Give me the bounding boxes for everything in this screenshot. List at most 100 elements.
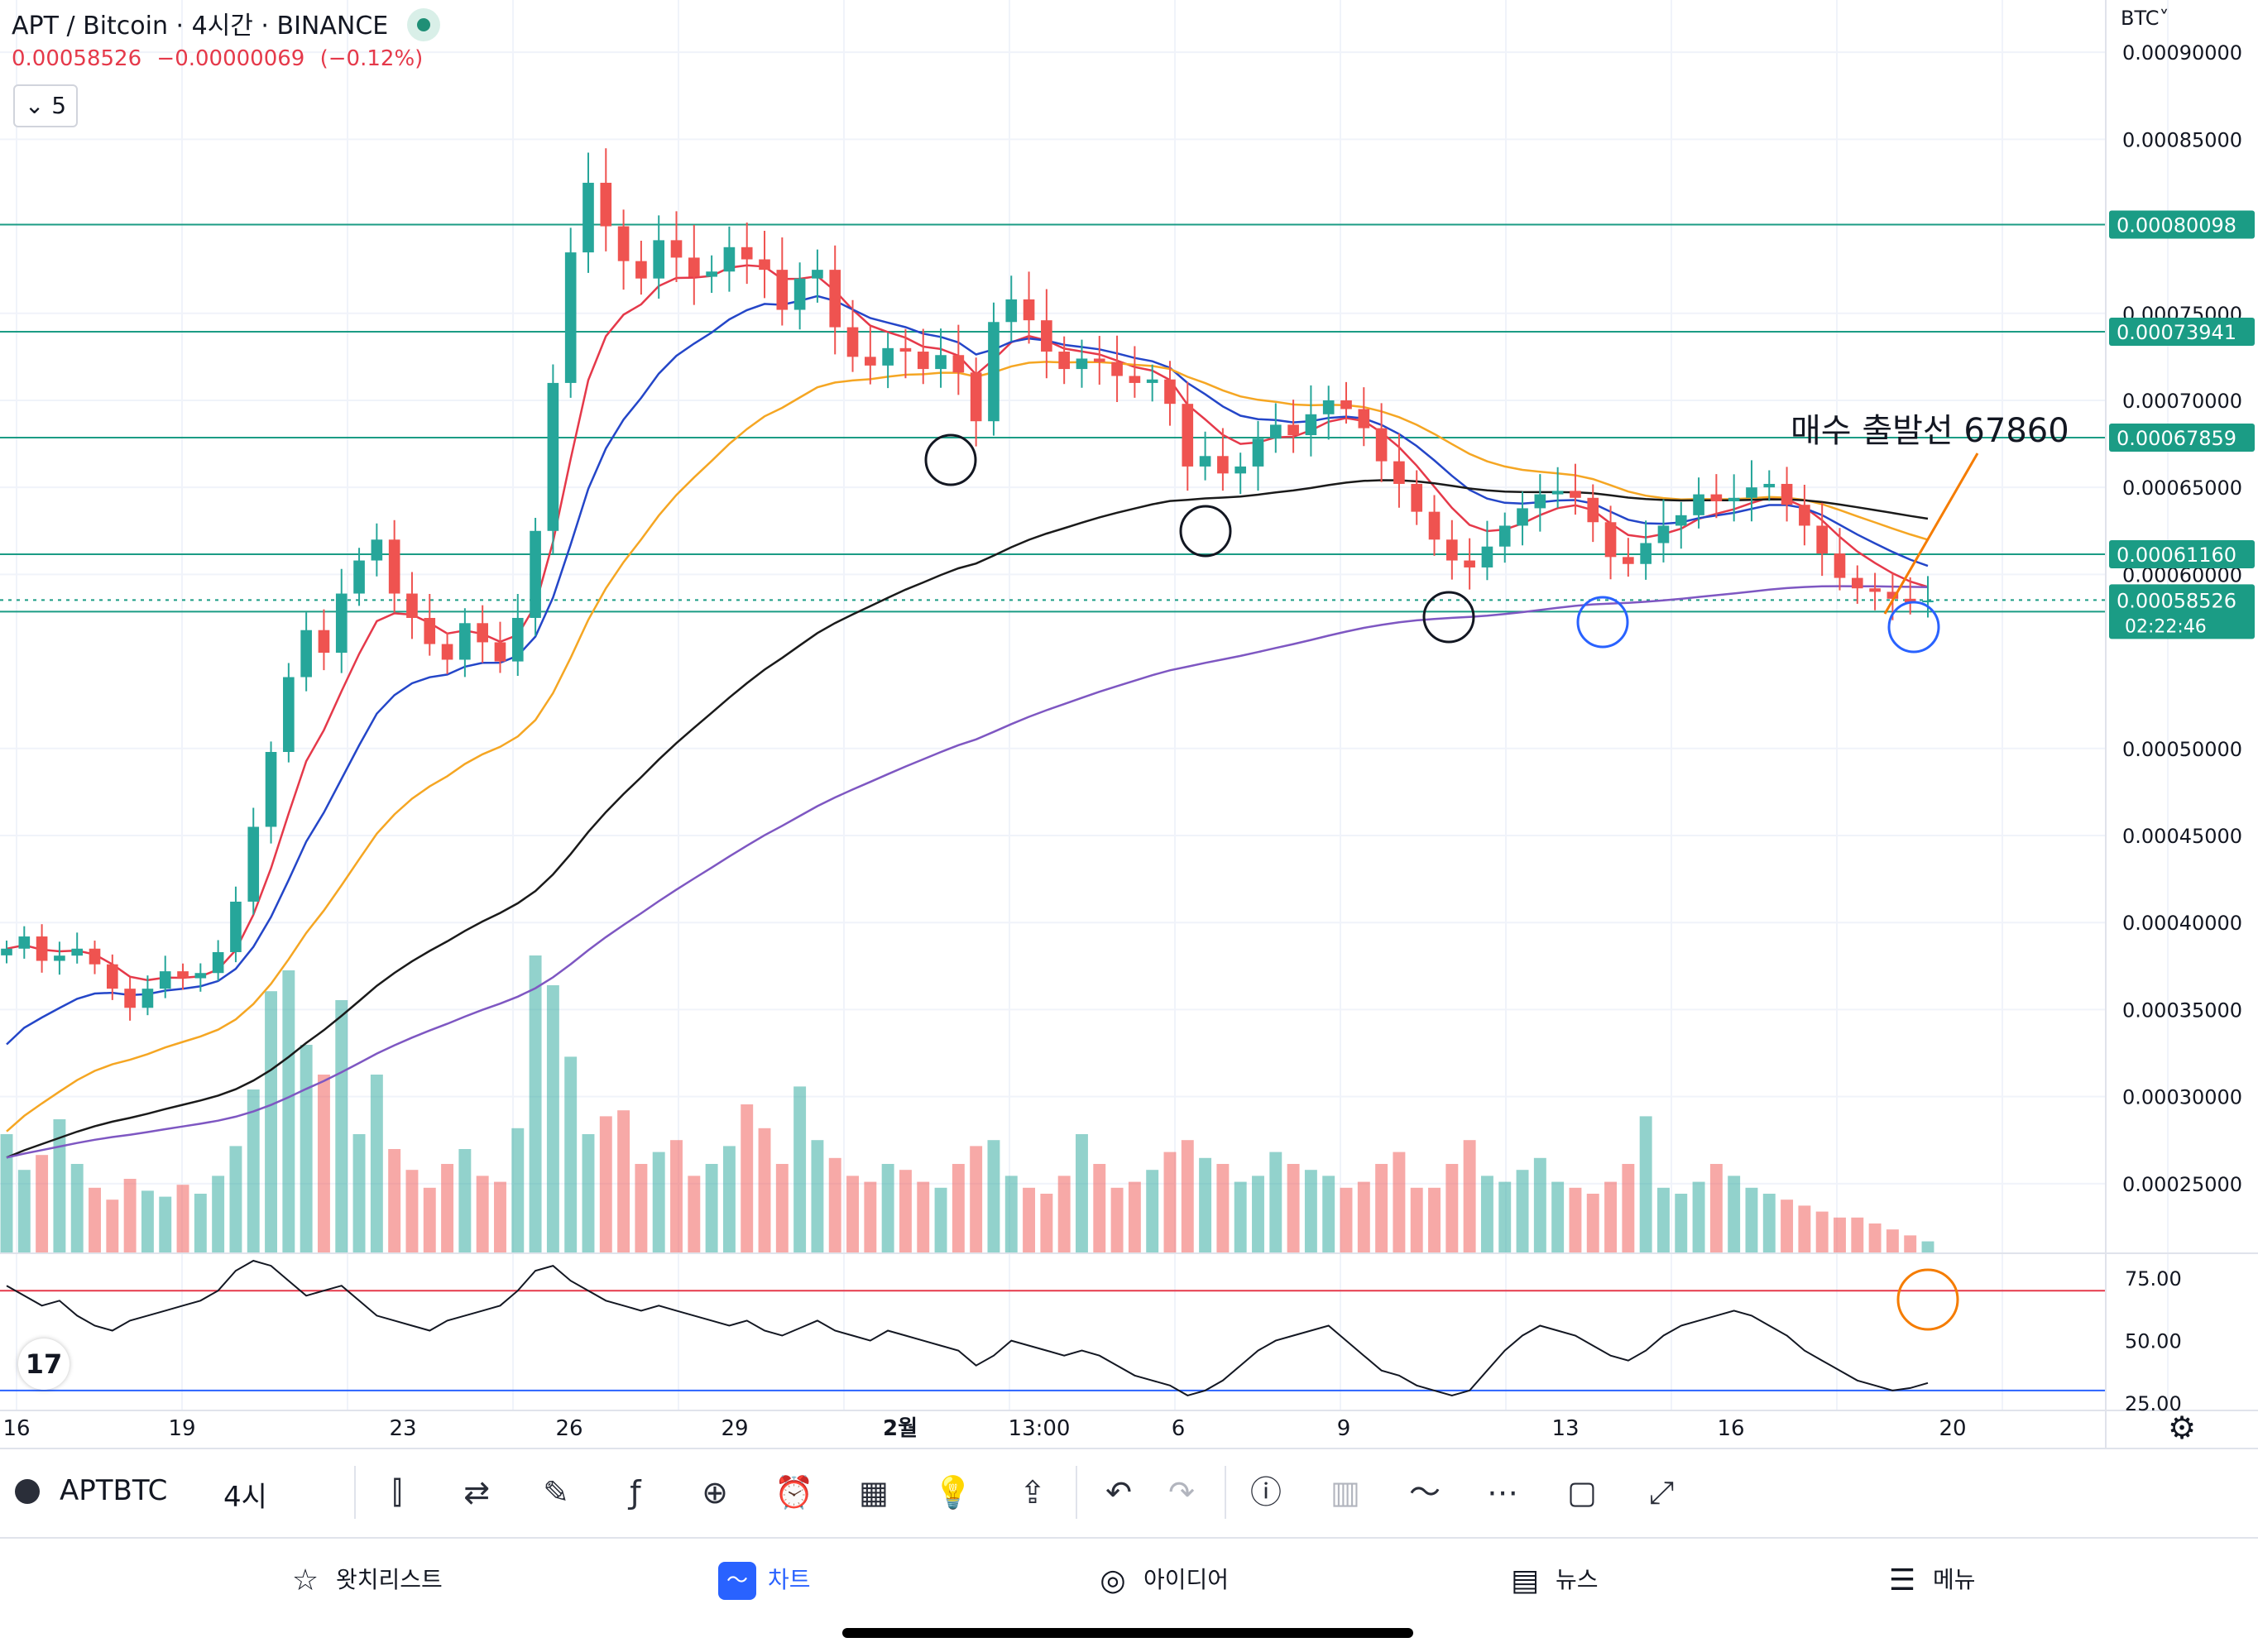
layout-grid-icon[interactable]: ▦ xyxy=(859,1474,889,1511)
volume-bar xyxy=(1604,1181,1618,1253)
candle xyxy=(1393,433,1405,508)
indicator-count: 5 xyxy=(51,92,67,119)
candles-style-icon[interactable]: ⫿ xyxy=(391,1474,403,1511)
bar-chart-icon[interactable]: ▥ xyxy=(1330,1474,1360,1511)
interval-selector[interactable]: 4시 xyxy=(223,1481,267,1514)
symbol-title[interactable]: APT / Bitcoin · 4시간 · BINANCE xyxy=(12,12,389,41)
symbol-name[interactable]: APTBTC xyxy=(60,1474,168,1507)
price-tick-label: 0.00040000 xyxy=(2122,912,2242,935)
candle-body xyxy=(1146,379,1158,383)
time-tick-label: 23 xyxy=(389,1416,416,1441)
candle-body xyxy=(1041,320,1052,352)
volume-bar xyxy=(441,1164,454,1253)
candle xyxy=(1710,474,1723,519)
settings-gear-icon[interactable]: ⚙ xyxy=(2168,1410,2197,1446)
time-tick-label: 20 xyxy=(1939,1416,1966,1441)
drawing-pen-icon[interactable]: ✎ xyxy=(543,1474,569,1511)
candle xyxy=(1305,385,1317,457)
nav-watchlist[interactable]: ☆ 왓치리스트 xyxy=(286,1557,443,1603)
candle xyxy=(1146,364,1158,402)
candle-body xyxy=(54,955,65,961)
add-plus-icon[interactable]: ⊕ xyxy=(702,1474,728,1511)
share-icon[interactable]: ⇪ xyxy=(1019,1474,1046,1511)
volume-bar xyxy=(864,1181,877,1253)
current-price: 0.00058526 xyxy=(12,46,142,71)
price-change-row: 0.00058526 −0.00000069 (−0.12%) xyxy=(12,46,431,71)
candle-body xyxy=(1640,543,1652,564)
nav-ideas[interactable]: ◎ 아이디어 xyxy=(1094,1557,1229,1603)
candle-body xyxy=(1,948,12,955)
candle xyxy=(1623,538,1634,577)
volume-bar xyxy=(282,970,295,1253)
candle xyxy=(230,886,242,963)
candle-body xyxy=(1093,358,1105,362)
volume-bar xyxy=(1709,1164,1723,1253)
nav-menu[interactable]: ☰ 메뉴 xyxy=(1883,1557,1976,1603)
info-icon[interactable]: ⓘ xyxy=(1249,1474,1282,1511)
ma-red-line xyxy=(6,264,1929,982)
candle xyxy=(1093,336,1105,385)
more-icon[interactable]: ⋯ xyxy=(1487,1474,1518,1511)
indicators-collapse-button[interactable]: ⌄ 5 xyxy=(13,84,78,127)
currency-selector[interactable]: BTC˅ xyxy=(2121,7,2169,30)
candle xyxy=(741,222,753,285)
horizontal-lines xyxy=(0,223,2106,613)
candle xyxy=(917,328,929,385)
candle xyxy=(600,148,612,251)
last-price-label: 0.00058526 xyxy=(2117,589,2236,612)
candle-body xyxy=(1869,588,1881,592)
ma-blue-line xyxy=(6,294,1929,1046)
candle-body xyxy=(1517,508,1528,526)
redo-icon[interactable]: ↷ xyxy=(1168,1474,1195,1511)
volume-bar xyxy=(1199,1157,1212,1253)
candle-body xyxy=(477,623,488,643)
volume-bar xyxy=(652,1152,665,1253)
fullscreen-box-icon[interactable]: ▢ xyxy=(1567,1474,1597,1511)
time-tick-label: 2월 xyxy=(883,1416,918,1441)
volume-bar xyxy=(1728,1176,1741,1253)
price-chart[interactable]: 0.000900000.000850000.000750000.00070000… xyxy=(0,0,2258,1448)
candle xyxy=(1869,572,1881,611)
trend-icon[interactable]: 〜 xyxy=(1408,1474,1441,1511)
candle xyxy=(1904,577,1916,615)
candle xyxy=(18,926,31,959)
volume-bar xyxy=(1393,1152,1406,1253)
candle-body xyxy=(670,240,683,258)
volume-bar xyxy=(775,1164,789,1253)
candle-body xyxy=(318,630,330,654)
candle xyxy=(1693,477,1704,529)
candle xyxy=(1164,361,1176,426)
nav-chart[interactable]: 〜 차트 xyxy=(718,1557,811,1603)
candle-body xyxy=(1393,461,1405,484)
hline-price-label: 0.00080098 xyxy=(2117,213,2236,237)
candle xyxy=(124,977,136,1021)
nav-news[interactable]: ▤ 뉴스 xyxy=(1506,1557,1599,1603)
candle-body xyxy=(247,826,260,902)
candle xyxy=(1675,501,1687,549)
volume-bars xyxy=(0,955,1934,1253)
candle-body xyxy=(1623,557,1634,564)
candle xyxy=(1076,339,1088,388)
alert-clock-icon[interactable]: ⏰ xyxy=(774,1474,814,1511)
ideas-bulb-icon[interactable]: 💡 xyxy=(933,1474,973,1511)
expand-arrows-icon[interactable]: ⤢ xyxy=(1648,1474,1675,1511)
candle xyxy=(1252,420,1264,491)
candle-body xyxy=(283,677,295,752)
volume-bar xyxy=(1057,1176,1071,1253)
undo-icon[interactable]: ↶ xyxy=(1105,1474,1132,1511)
candle xyxy=(36,924,48,973)
compare-icon[interactable]: ⇄ xyxy=(463,1474,490,1511)
candle-body xyxy=(635,261,647,279)
indicators-fx-icon[interactable]: ƒ xyxy=(630,1474,641,1511)
candle-body xyxy=(741,247,753,260)
candle xyxy=(1358,387,1370,447)
volume-bar xyxy=(265,991,277,1253)
candle-body xyxy=(194,973,207,979)
candle-body xyxy=(1851,577,1863,589)
volume-bar xyxy=(1781,1199,1794,1253)
volume-bar xyxy=(423,1187,436,1253)
candle xyxy=(1129,346,1141,398)
volume-bar xyxy=(722,1146,736,1253)
candle-body xyxy=(1322,400,1335,414)
tradingview-logo-icon[interactable]: 17 xyxy=(18,1338,70,1390)
